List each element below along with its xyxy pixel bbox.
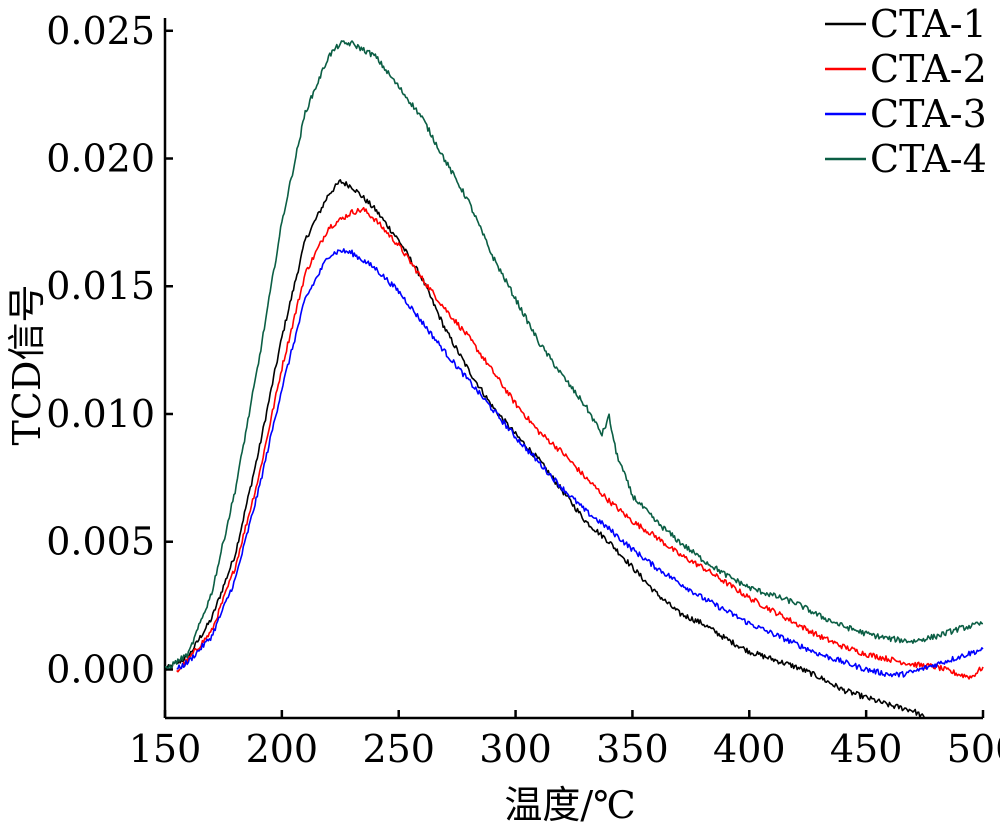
x-axis-title: 温度/℃ xyxy=(504,783,635,827)
x-tick-label: 500 xyxy=(947,727,1000,771)
series-line-cta-4 xyxy=(165,40,984,669)
legend-label-cta-1: CTA-1 xyxy=(870,2,987,46)
x-tick-label: 250 xyxy=(362,727,435,771)
legend-label-cta-2: CTA-2 xyxy=(870,47,987,91)
x-tick-label: 350 xyxy=(596,727,669,771)
y-tick-label: 0.015 xyxy=(46,264,155,308)
y-axis-title: TCD信号 xyxy=(5,285,49,446)
x-tick-labels: 150 200 250 300 350 400 450 500 xyxy=(129,727,1000,771)
series-line-cta-3 xyxy=(176,248,984,678)
x-tick-label: 150 xyxy=(129,727,202,771)
x-tick-label: 300 xyxy=(479,727,552,771)
series-line-cta-1 xyxy=(164,179,926,719)
x-tick-label: 200 xyxy=(246,727,319,771)
legend-label-cta-4: CTA-4 xyxy=(870,137,987,181)
series-lines xyxy=(164,40,984,719)
y-tick-label: 0.000 xyxy=(46,647,155,691)
y-tick-labels: 0.000 0.005 0.010 0.015 0.020 0.025 xyxy=(46,9,155,692)
y-tick-label: 0.020 xyxy=(46,137,155,181)
y-tick-label: 0.010 xyxy=(46,392,155,436)
legend-label-cta-3: CTA-3 xyxy=(870,92,987,136)
x-tick-label: 400 xyxy=(713,727,786,771)
x-tick-label: 450 xyxy=(830,727,903,771)
y-tick-label: 0.005 xyxy=(46,520,155,564)
axes xyxy=(163,18,985,720)
series-line-cta-2 xyxy=(176,206,984,680)
y-tick-label: 0.025 xyxy=(46,9,155,53)
